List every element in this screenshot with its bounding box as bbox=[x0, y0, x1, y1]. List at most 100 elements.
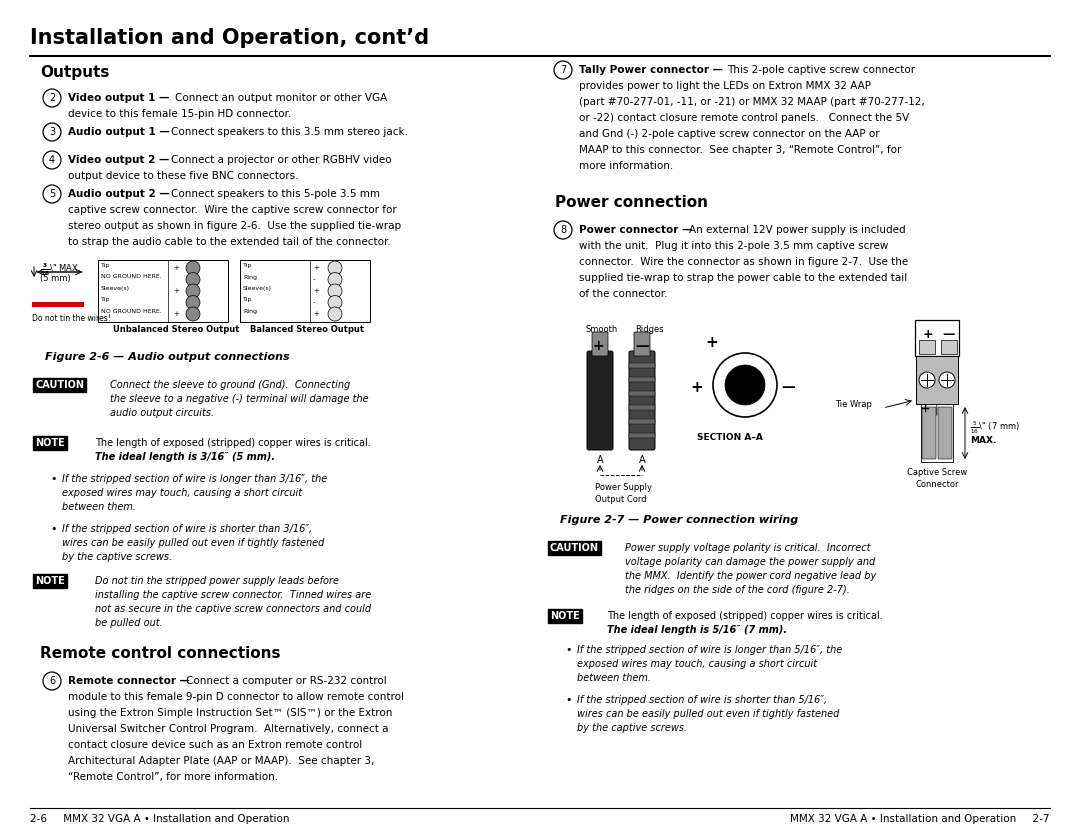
Text: Figure 2-7 — Power connection wiring: Figure 2-7 — Power connection wiring bbox=[561, 515, 798, 525]
Text: +: + bbox=[313, 288, 319, 294]
Text: •: • bbox=[50, 474, 56, 484]
Text: Do not tin the wires!: Do not tin the wires! bbox=[32, 314, 111, 323]
Text: +: + bbox=[923, 328, 933, 341]
Circle shape bbox=[186, 261, 200, 275]
Text: Connect speakers to this 5-pole 3.5 mm: Connect speakers to this 5-pole 3.5 mm bbox=[171, 189, 380, 199]
Text: connector.  Wire the connector as shown in figure 2-7.  Use the: connector. Wire the connector as shown i… bbox=[579, 257, 908, 267]
Text: Captive Screw: Captive Screw bbox=[907, 468, 967, 477]
Text: •: • bbox=[50, 524, 56, 534]
Text: of the connector.: of the connector. bbox=[579, 289, 667, 299]
Text: Video output 2 —: Video output 2 — bbox=[68, 155, 170, 165]
Text: |: | bbox=[935, 404, 939, 414]
Text: Connect an output monitor or other VGA: Connect an output monitor or other VGA bbox=[175, 93, 388, 103]
FancyBboxPatch shape bbox=[634, 332, 650, 356]
Text: module to this female 9-pin D connector to allow remote control: module to this female 9-pin D connector … bbox=[68, 692, 404, 702]
Text: Figure 2-6 — Audio output connections: Figure 2-6 — Audio output connections bbox=[45, 352, 289, 362]
Text: with the unit.  Plug it into this 2-pole 3.5 mm captive screw: with the unit. Plug it into this 2-pole … bbox=[579, 241, 889, 251]
Text: by the captive screws.: by the captive screws. bbox=[62, 552, 172, 562]
Text: using the Extron Simple Instruction Set™ (SIS™) or the Extron: using the Extron Simple Instruction Set™… bbox=[68, 708, 392, 718]
Text: 8: 8 bbox=[559, 225, 566, 235]
FancyBboxPatch shape bbox=[629, 433, 654, 438]
Text: Output Cord: Output Cord bbox=[595, 495, 647, 504]
Text: Audio output 1 —: Audio output 1 — bbox=[68, 127, 170, 137]
Circle shape bbox=[186, 284, 200, 298]
FancyBboxPatch shape bbox=[592, 332, 608, 356]
Text: +: + bbox=[173, 288, 179, 294]
Circle shape bbox=[186, 273, 200, 287]
Text: output device to these five BNC connectors.: output device to these five BNC connecto… bbox=[68, 171, 298, 181]
Text: Power Supply: Power Supply bbox=[595, 483, 652, 492]
Text: Audio output 2 —: Audio output 2 — bbox=[68, 189, 170, 199]
Text: A: A bbox=[596, 455, 604, 465]
FancyBboxPatch shape bbox=[629, 405, 654, 410]
Circle shape bbox=[328, 273, 342, 287]
Text: If the stripped section of wire is longer than 3/16″, the: If the stripped section of wire is longe… bbox=[62, 474, 327, 484]
Text: An external 12V power supply is included: An external 12V power supply is included bbox=[689, 225, 906, 235]
Text: +: + bbox=[593, 339, 605, 353]
FancyBboxPatch shape bbox=[629, 351, 654, 450]
Text: $\mathbf{\frac{3}{16}}$\" MAX.: $\mathbf{\frac{3}{16}}$\" MAX. bbox=[40, 262, 81, 279]
Text: provides power to light the LEDs on Extron MMX 32 AAP: provides power to light the LEDs on Extr… bbox=[579, 81, 870, 91]
Text: CAUTION: CAUTION bbox=[35, 380, 84, 390]
Text: 3: 3 bbox=[49, 127, 55, 137]
Circle shape bbox=[186, 307, 200, 321]
FancyBboxPatch shape bbox=[629, 363, 654, 368]
Text: 6: 6 bbox=[49, 676, 55, 686]
Text: +: + bbox=[173, 311, 179, 317]
Text: MMX 32 VGA A • Installation and Operation     2-7: MMX 32 VGA A • Installation and Operatio… bbox=[791, 814, 1050, 824]
Text: installing the captive screw connector.  Tinned wires are: installing the captive screw connector. … bbox=[95, 590, 372, 600]
Text: and Gnd (-) 2-pole captive screw connector on the AAP or: and Gnd (-) 2-pole captive screw connect… bbox=[579, 129, 879, 139]
FancyBboxPatch shape bbox=[629, 377, 654, 382]
Text: The length of exposed (stripped) copper wires is critical.: The length of exposed (stripped) copper … bbox=[607, 611, 882, 621]
Text: Video output 1 —: Video output 1 — bbox=[68, 93, 170, 103]
Circle shape bbox=[328, 295, 342, 309]
FancyBboxPatch shape bbox=[240, 260, 370, 322]
Text: Tip: Tip bbox=[243, 298, 253, 303]
Text: —: — bbox=[781, 380, 795, 394]
Text: the sleeve to a negative (-) terminal will damage the: the sleeve to a negative (-) terminal wi… bbox=[110, 394, 368, 404]
Text: NOTE: NOTE bbox=[550, 611, 580, 621]
FancyBboxPatch shape bbox=[939, 407, 951, 459]
Text: Tip: Tip bbox=[243, 263, 253, 268]
Text: supplied tie-wrap to strap the power cable to the extended tail: supplied tie-wrap to strap the power cab… bbox=[579, 273, 907, 283]
Text: -: - bbox=[313, 277, 315, 283]
Text: to strap the audio cable to the extended tail of the connector.: to strap the audio cable to the extended… bbox=[68, 237, 391, 247]
Text: NOTE: NOTE bbox=[35, 438, 65, 448]
Text: voltage polarity can damage the power supply and: voltage polarity can damage the power su… bbox=[625, 557, 875, 567]
Text: Remote control connections: Remote control connections bbox=[40, 646, 281, 661]
Text: captive screw connector.  Wire the captive screw connector for: captive screw connector. Wire the captiv… bbox=[68, 205, 396, 215]
Text: (5 mm): (5 mm) bbox=[40, 274, 70, 283]
FancyBboxPatch shape bbox=[32, 302, 84, 307]
Text: Connector: Connector bbox=[915, 480, 959, 489]
Text: MAX.: MAX. bbox=[970, 436, 997, 445]
Text: not as secure in the captive screw connectors and could: not as secure in the captive screw conne… bbox=[95, 604, 372, 614]
Text: exposed wires may touch, causing a short circuit: exposed wires may touch, causing a short… bbox=[62, 488, 302, 498]
Text: contact closure device such as an Extron remote control: contact closure device such as an Extron… bbox=[68, 740, 362, 750]
Text: Tip: Tip bbox=[102, 263, 110, 268]
Text: Power connector —: Power connector — bbox=[579, 225, 692, 235]
FancyBboxPatch shape bbox=[629, 391, 654, 396]
Text: 5: 5 bbox=[49, 189, 55, 199]
Text: The ideal length is 3/16″ (5 mm).: The ideal length is 3/16″ (5 mm). bbox=[95, 452, 275, 462]
Text: Architectural Adapter Plate (AAP or MAAP).  See chapter 3,: Architectural Adapter Plate (AAP or MAAP… bbox=[68, 756, 375, 766]
Text: Outputs: Outputs bbox=[40, 65, 109, 80]
FancyBboxPatch shape bbox=[588, 351, 613, 450]
Text: +: + bbox=[173, 265, 179, 271]
Circle shape bbox=[328, 284, 342, 298]
Text: SECTION A–A: SECTION A–A bbox=[697, 433, 762, 442]
Circle shape bbox=[939, 372, 955, 388]
Text: +: + bbox=[705, 335, 718, 350]
Text: Universal Switcher Control Program.  Alternatively, connect a: Universal Switcher Control Program. Alte… bbox=[68, 724, 389, 734]
Text: —: — bbox=[942, 328, 955, 341]
Text: Balanced Stereo Output: Balanced Stereo Output bbox=[249, 325, 364, 334]
Circle shape bbox=[725, 365, 765, 405]
Text: Power connection: Power connection bbox=[555, 195, 708, 210]
Text: between them.: between them. bbox=[62, 502, 136, 512]
Text: 2: 2 bbox=[49, 93, 55, 103]
Text: Connect speakers to this 3.5 mm stereo jack.: Connect speakers to this 3.5 mm stereo j… bbox=[171, 127, 408, 137]
Text: between them.: between them. bbox=[577, 673, 651, 683]
Text: Connect the sleeve to ground (Gnd).  Connecting: Connect the sleeve to ground (Gnd). Conn… bbox=[110, 380, 350, 390]
FancyBboxPatch shape bbox=[629, 419, 654, 424]
Text: stereo output as shown in figure 2-6.  Use the supplied tie-wrap: stereo output as shown in figure 2-6. Us… bbox=[68, 221, 401, 231]
Text: If the stripped section of wire is shorter than 3/16″,: If the stripped section of wire is short… bbox=[62, 524, 312, 534]
